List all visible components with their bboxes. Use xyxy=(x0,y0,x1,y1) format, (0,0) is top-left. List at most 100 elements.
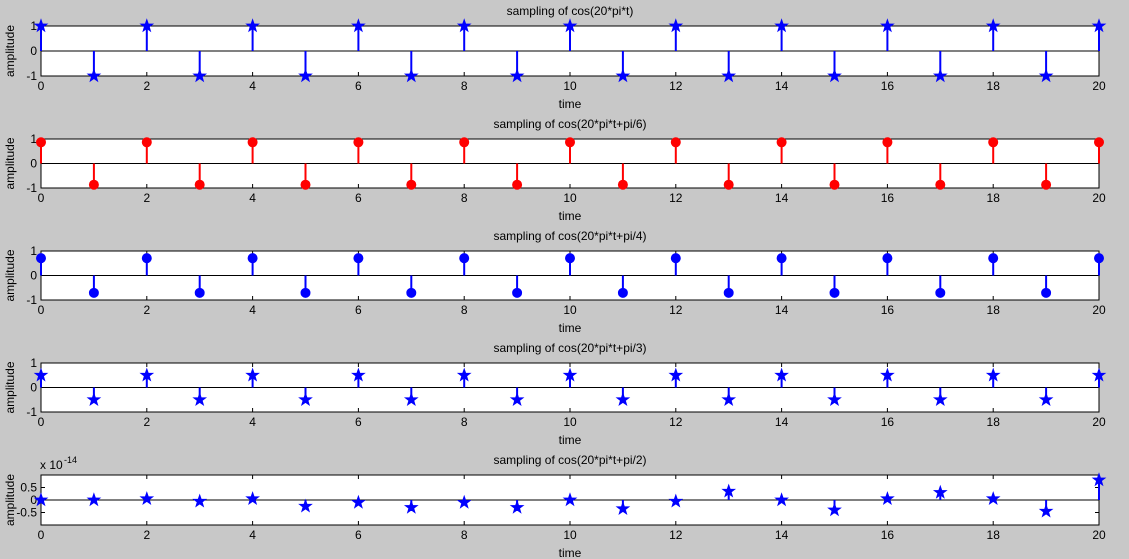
stem-marker xyxy=(985,18,1001,33)
x-tick-label: 2 xyxy=(143,303,150,317)
x-axis-label: time xyxy=(559,546,582,559)
stem-marker xyxy=(776,137,787,148)
stem-marker xyxy=(1091,18,1107,33)
x-tick-label: 16 xyxy=(881,79,895,93)
y-tick-label: 0.5 xyxy=(20,481,37,495)
y-axis-label: amplitude xyxy=(3,361,17,413)
x-tick-label: 20 xyxy=(1092,191,1106,205)
chart-title: sampling of cos(20*pi*t+pi/2) xyxy=(493,453,646,467)
x-tick-label: 0 xyxy=(38,79,45,93)
stem-marker xyxy=(880,18,895,33)
y-tick-label: 1 xyxy=(30,132,37,146)
chart-title: sampling of cos(20*pi*t+pi/6) xyxy=(493,117,646,131)
stem-marker xyxy=(565,137,575,148)
x-tick-label: 18 xyxy=(987,415,1001,429)
stem-marker xyxy=(880,491,895,505)
stem-marker xyxy=(562,367,578,382)
stem-marker xyxy=(829,287,840,298)
stem-marker xyxy=(456,494,472,509)
stem-marker xyxy=(670,253,681,264)
x-tick-label: 12 xyxy=(669,415,683,429)
stem-marker xyxy=(723,179,734,190)
stem-marker xyxy=(985,491,1001,505)
chart-title: sampling of cos(20*pi*t+pi/4) xyxy=(493,229,646,243)
x-tick-label: 4 xyxy=(249,528,256,542)
stem-marker xyxy=(562,492,578,507)
y-tick-label: 0 xyxy=(30,269,37,283)
x-axis-label: time xyxy=(559,209,582,223)
x-tick-label: 4 xyxy=(249,303,256,317)
y-tick-label: -1 xyxy=(26,405,37,419)
x-tick-label: 16 xyxy=(881,191,895,205)
stem-marker xyxy=(774,367,789,382)
x-tick-label: 16 xyxy=(881,528,895,542)
stem-marker xyxy=(406,287,417,298)
x-tick-label: 10 xyxy=(563,303,577,317)
stem-marker xyxy=(192,392,208,406)
x-tick-label: 14 xyxy=(775,415,789,429)
y-tick-label: 0 xyxy=(30,493,37,507)
x-tick-label: 20 xyxy=(1092,415,1106,429)
x-tick-label: 6 xyxy=(355,415,362,429)
stem-marker xyxy=(33,492,49,507)
stem-marker xyxy=(985,367,1001,382)
stem-marker xyxy=(33,18,49,33)
x-tick-label: 2 xyxy=(143,79,150,93)
y-tick-label: 1 xyxy=(30,356,37,370)
stem-marker xyxy=(774,18,789,33)
stem-marker xyxy=(353,253,364,264)
stem-marker xyxy=(245,491,260,505)
stem-marker xyxy=(139,18,155,33)
x-tick-label: 4 xyxy=(249,415,256,429)
stem-marker xyxy=(406,179,417,190)
x-tick-label: 6 xyxy=(355,191,362,205)
x-tick-label: 18 xyxy=(987,191,1001,205)
x-tick-label: 0 xyxy=(38,191,45,205)
stem-marker xyxy=(721,483,737,498)
stem-marker xyxy=(509,68,525,83)
stem-marker xyxy=(935,179,946,190)
x-tick-label: 14 xyxy=(775,191,789,205)
x-tick-label: 8 xyxy=(461,191,468,205)
y-axis-label: amplitude xyxy=(3,474,17,526)
x-tick-label: 12 xyxy=(669,303,683,317)
x-tick-label: 0 xyxy=(38,303,45,317)
stem-marker xyxy=(300,179,311,190)
stem-marker xyxy=(403,392,419,406)
y-tick-label: -0.5 xyxy=(16,506,37,520)
stem-marker xyxy=(723,287,734,298)
stem-marker xyxy=(509,392,525,406)
stem-marker xyxy=(668,493,684,508)
stem-marker xyxy=(300,287,311,298)
stem-marker xyxy=(932,392,948,406)
x-tick-label: 8 xyxy=(461,415,468,429)
x-tick-label: 14 xyxy=(775,79,789,93)
x-tick-label: 0 xyxy=(38,528,45,542)
stem-marker xyxy=(1038,68,1054,83)
stem-marker xyxy=(1091,472,1107,487)
stem-marker xyxy=(617,179,628,190)
scale-label: x 10 xyxy=(40,458,63,472)
x-tick-label: 20 xyxy=(1092,303,1106,317)
x-tick-label: 6 xyxy=(355,303,362,317)
x-tick-label: 14 xyxy=(775,303,789,317)
stem-marker xyxy=(1041,179,1052,190)
stem-marker xyxy=(935,287,946,298)
y-tick-label: 0 xyxy=(30,381,37,395)
stem-marker xyxy=(88,179,99,190)
stem-marker xyxy=(245,18,260,33)
stem-marker xyxy=(617,287,628,298)
x-tick-label: 6 xyxy=(355,528,362,542)
x-tick-label: 8 xyxy=(461,303,468,317)
x-tick-label: 18 xyxy=(987,79,1001,93)
stem-marker xyxy=(932,484,948,499)
x-tick-label: 2 xyxy=(143,415,150,429)
stem-marker xyxy=(298,68,313,83)
stem-marker xyxy=(36,253,46,264)
stem-marker xyxy=(988,253,999,264)
stem-marker xyxy=(456,18,472,33)
